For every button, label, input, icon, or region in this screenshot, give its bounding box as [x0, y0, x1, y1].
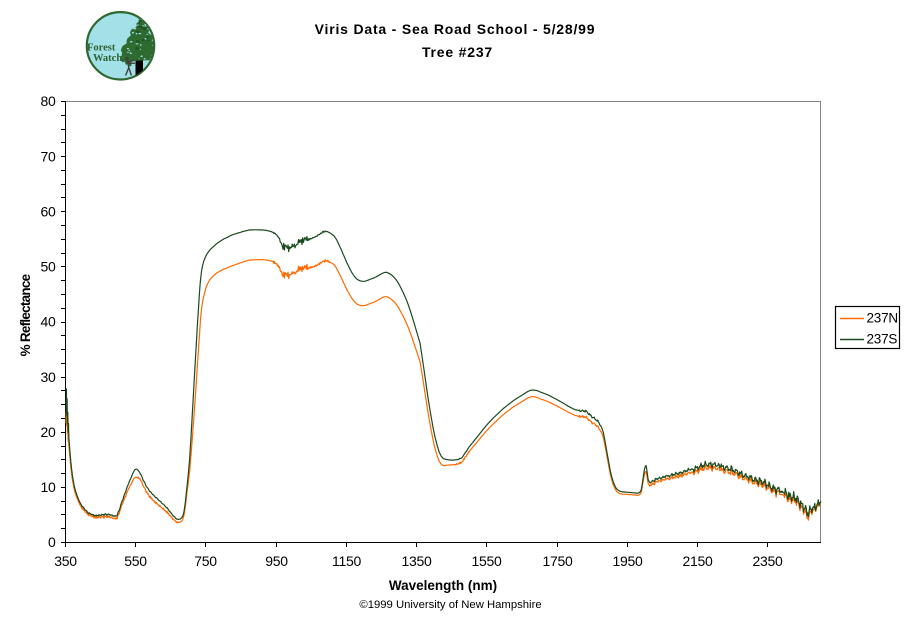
svg-text:2150: 2150 [683, 553, 713, 569]
svg-text:1750: 1750 [543, 553, 573, 569]
svg-text:80: 80 [41, 93, 56, 109]
svg-text:% Reflectance: % Reflectance [18, 273, 33, 356]
svg-text:350: 350 [54, 553, 77, 569]
svg-text:Forest: Forest [87, 43, 116, 54]
svg-text:50: 50 [41, 259, 56, 275]
svg-text:750: 750 [194, 553, 217, 569]
svg-text:70: 70 [41, 148, 56, 164]
svg-text:2350: 2350 [753, 553, 783, 569]
svg-text:1150: 1150 [332, 553, 361, 569]
svg-text:10: 10 [41, 479, 56, 495]
svg-text:Wavelength (nm): Wavelength (nm) [389, 578, 497, 593]
svg-text:1350: 1350 [402, 553, 432, 569]
svg-text:20: 20 [41, 424, 56, 440]
svg-text:550: 550 [124, 553, 147, 569]
svg-text:1950: 1950 [613, 553, 643, 569]
svg-text:950: 950 [265, 553, 288, 569]
svg-text:©1999 University of New Hampsh: ©1999 University of New Hampshire [359, 599, 541, 611]
svg-text:Watch: Watch [93, 53, 122, 64]
svg-text:1550: 1550 [472, 553, 502, 569]
svg-text:237S: 237S [867, 332, 898, 347]
svg-text:30: 30 [41, 369, 56, 385]
svg-text:0: 0 [48, 534, 56, 550]
svg-text:60: 60 [41, 203, 56, 219]
svg-text:Tree #237: Tree #237 [422, 44, 493, 60]
svg-text:Viris Data - Sea Road School -: Viris Data - Sea Road School - 5/28/99 [315, 21, 596, 37]
svg-text:237N: 237N [867, 310, 898, 325]
svg-text:40: 40 [41, 314, 56, 330]
